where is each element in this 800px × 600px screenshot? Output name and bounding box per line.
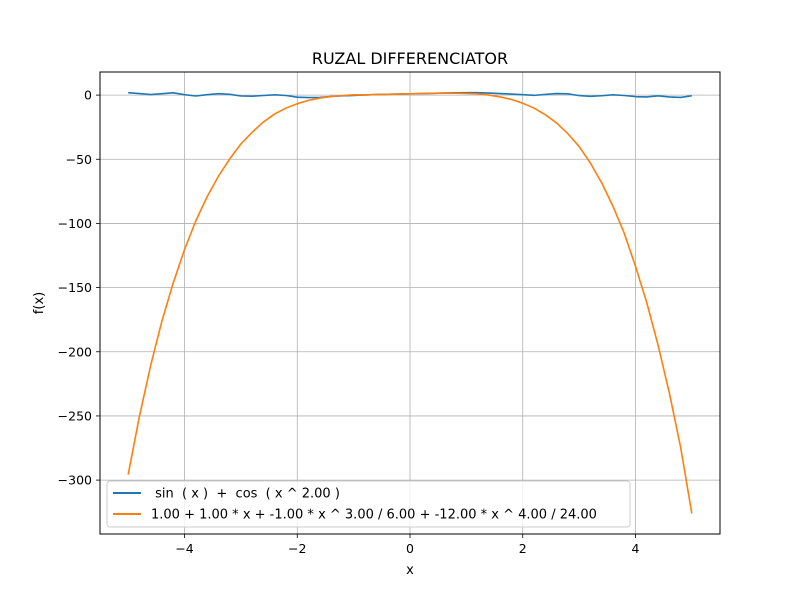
y-tick-label: −300 <box>58 473 92 488</box>
ticks: −4 −2 0 2 4 0 −50 −100 −150 −200 −250 −300 <box>58 88 640 556</box>
y-tick-label: −250 <box>58 408 92 423</box>
x-tick-label: 4 <box>631 541 639 556</box>
y-axis-label: f(x) <box>32 292 47 314</box>
legend-label-series-1: sin ( x ) + cos ( x ^ 2.00 ) <box>151 487 340 502</box>
x-tick-label: 0 <box>406 541 414 556</box>
series-line-2 <box>127 92 693 514</box>
y-tick-label: −150 <box>58 280 92 295</box>
y-tick-label: −200 <box>58 344 92 359</box>
x-tick-label: 2 <box>519 541 527 556</box>
y-tick-label: 0 <box>84 88 92 103</box>
legend-box <box>106 480 631 528</box>
grid <box>100 72 720 534</box>
y-tick-label: −50 <box>66 152 92 167</box>
x-tick-label: −2 <box>288 541 306 556</box>
x-axis-label: x <box>406 563 414 578</box>
series-layer <box>127 91 693 514</box>
legend: sin ( x ) + cos ( x ^ 2.00 ) 1.00 + 1.00… <box>106 480 631 528</box>
legend-label-series-2: 1.00 + 1.00 * x + -1.00 * x ^ 3.00 / 6.0… <box>151 508 597 523</box>
x-tick-label: −4 <box>175 541 193 556</box>
chart-title: RUZAL DIFFERENCIATOR <box>312 49 508 68</box>
y-tick-label: −100 <box>58 216 92 231</box>
